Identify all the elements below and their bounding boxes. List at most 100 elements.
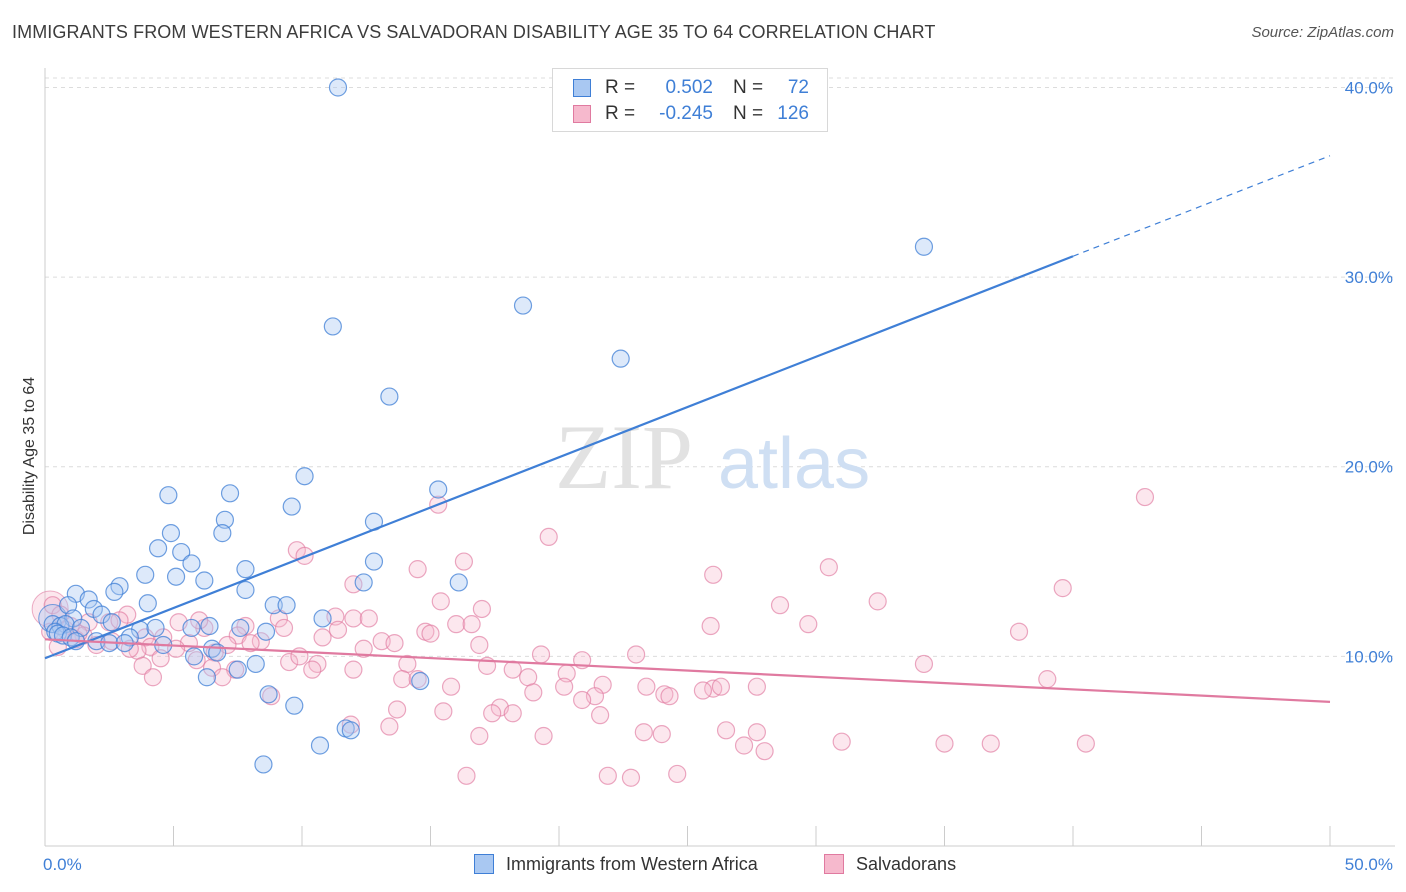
salvadorans-point xyxy=(328,620,348,639)
western-africa-point xyxy=(364,552,384,571)
western-africa-point xyxy=(215,510,234,529)
watermark-zip: ZIP xyxy=(555,406,693,508)
legend-swatch-blue xyxy=(573,79,591,97)
western-africa-point xyxy=(323,317,342,336)
salvadorans-point xyxy=(598,766,617,785)
salvadorans-point xyxy=(1135,487,1155,507)
salvadorans-point xyxy=(868,592,887,611)
western-africa-point xyxy=(159,486,178,505)
legend-n-value: 126 xyxy=(777,103,809,124)
salvadorans-point xyxy=(434,702,453,721)
western-africa-point xyxy=(611,349,630,368)
salvadorans-point xyxy=(457,766,476,785)
western-africa-point xyxy=(256,622,276,641)
legend-r-label: R = xyxy=(605,103,636,124)
legend-row-salvadorans: R = -0.245 N = 126 xyxy=(573,102,809,126)
salvadorans-point xyxy=(143,668,163,687)
western-africa-trend-line xyxy=(44,255,1074,660)
western-africa-point xyxy=(146,618,165,638)
salvadorans-point xyxy=(447,615,466,634)
salvadorans-point xyxy=(421,624,440,643)
salvadorans-point xyxy=(190,611,209,630)
salvadorans-point xyxy=(914,654,934,674)
western-africa-point xyxy=(228,660,247,679)
salvadorans-point xyxy=(393,670,412,689)
salvadorans-point xyxy=(1053,579,1072,598)
western-africa-point xyxy=(105,582,124,601)
salvadorans-point xyxy=(280,652,299,672)
legend-swatch-pink xyxy=(573,105,591,123)
western-africa-point xyxy=(313,609,332,628)
salvadorans-points xyxy=(31,487,1155,787)
salvadorans-point xyxy=(462,615,481,634)
western-africa-point xyxy=(295,467,314,486)
salvadorans-point xyxy=(308,654,327,674)
western-africa-point xyxy=(277,596,296,615)
salvadorans-point xyxy=(524,683,543,702)
salvadorans-point xyxy=(734,736,754,755)
western-africa-point xyxy=(411,671,430,691)
legend: R = 0.502 N = 72 R = -0.245 N = 126 xyxy=(552,68,828,132)
western-africa-point xyxy=(264,596,283,615)
western-africa-point xyxy=(79,590,98,609)
western-africa-point xyxy=(138,594,157,613)
salvadorans-point xyxy=(701,616,720,636)
salvadorans-point xyxy=(573,690,592,710)
salvadorans-point xyxy=(819,558,838,577)
bottom-legend-salvadorans: Salvadorans xyxy=(824,852,956,876)
salvadorans-point xyxy=(626,645,646,664)
salvadorans-point xyxy=(716,721,736,740)
western-africa-point xyxy=(200,616,219,636)
y-tick-label: 40.0% xyxy=(1345,78,1393,97)
salvadorans-point xyxy=(313,628,332,647)
salvadorans-point xyxy=(470,726,489,746)
western-africa-point xyxy=(182,554,201,573)
salvadorans-point xyxy=(652,725,671,744)
salvadorans-point xyxy=(483,704,502,723)
salvadorans-point xyxy=(799,615,818,634)
salvadorans-point xyxy=(344,609,363,628)
salvadorans-point xyxy=(747,677,766,696)
western-africa-point xyxy=(449,573,468,592)
salvadorans-point xyxy=(241,633,260,653)
salvadorans-point xyxy=(431,592,450,611)
western-africa-point xyxy=(102,613,121,632)
legend-r-label: R = xyxy=(605,77,636,98)
western-africa-point xyxy=(231,618,250,638)
x-tick-label: 50.0% xyxy=(1345,855,1393,874)
western-africa-point xyxy=(285,696,304,715)
western-africa-point xyxy=(184,647,204,666)
salvadorans-point xyxy=(354,639,373,658)
watermark-atlas: atlas xyxy=(718,424,870,504)
salvadorans-point xyxy=(747,723,766,742)
salvadorans-point xyxy=(1038,670,1057,689)
western-africa-point xyxy=(172,542,191,562)
chart-title: IMMIGRANTS FROM WESTERN AFRICA VS SALVAD… xyxy=(12,22,936,42)
salvadorans-point xyxy=(359,609,378,628)
salvadorans-point xyxy=(591,706,610,725)
western-africa-point xyxy=(92,605,111,624)
salvadorans-point xyxy=(634,723,653,742)
salvadorans-point xyxy=(935,734,954,753)
western-africa-point xyxy=(220,484,240,503)
western-africa-point xyxy=(161,524,181,543)
bottom-legend-swatch-pink xyxy=(824,854,844,874)
salvadorans-point xyxy=(832,732,851,751)
western-africa-point xyxy=(166,567,186,586)
salvadorans-point xyxy=(637,677,656,696)
western-africa-point xyxy=(136,565,155,584)
y-tick-label: 20.0% xyxy=(1345,458,1393,477)
western-africa-point xyxy=(341,721,360,740)
salvadorans-point xyxy=(472,599,491,619)
salvadorans-point xyxy=(408,560,427,579)
salvadorans-point xyxy=(693,681,713,700)
salvadorans-point xyxy=(1009,622,1029,641)
legend-n-value: 72 xyxy=(787,77,809,98)
salvadorans-point xyxy=(262,687,281,706)
legend-n-label: N = xyxy=(733,103,764,124)
western-africa-point xyxy=(246,654,265,674)
source-label: Source: ZipAtlas.com xyxy=(1251,24,1394,41)
legend-n-label: N = xyxy=(733,77,764,98)
salvadorans-point xyxy=(151,649,170,668)
legend-row-western-africa: R = 0.502 N = 72 xyxy=(573,76,809,100)
